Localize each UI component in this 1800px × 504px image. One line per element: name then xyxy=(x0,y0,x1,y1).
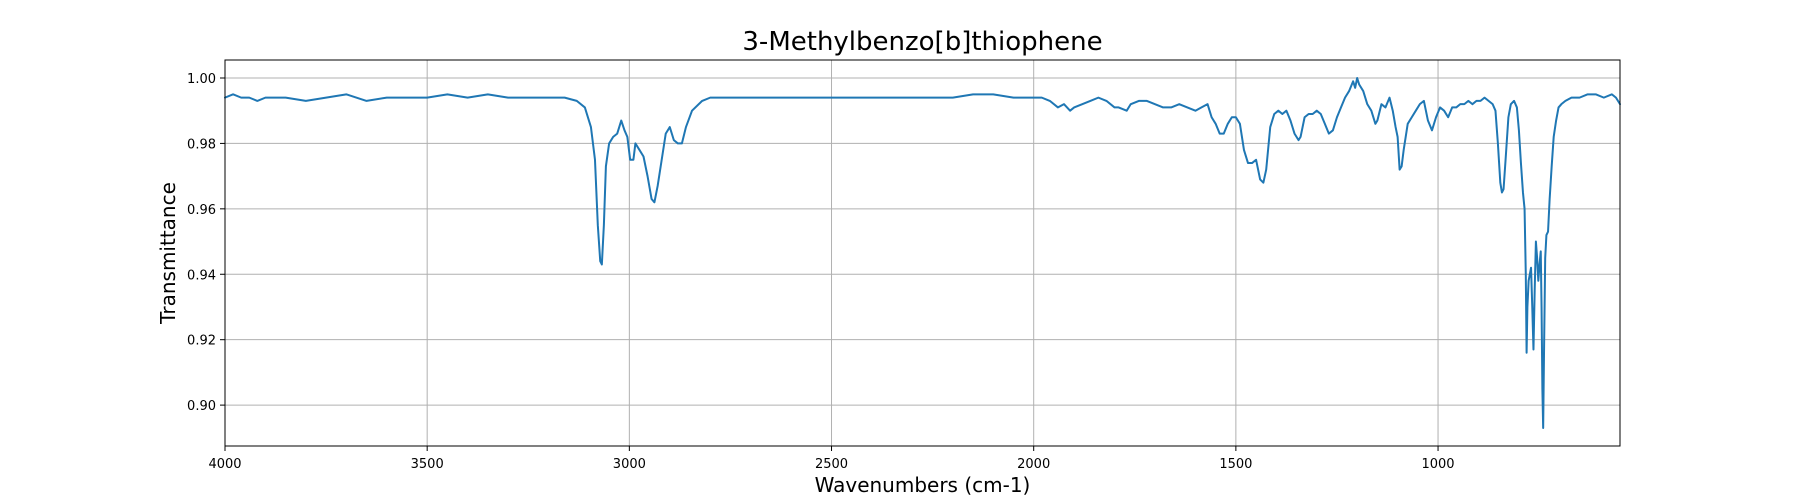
y-tick-label: 1.00 xyxy=(187,72,216,87)
plot-frame xyxy=(224,59,1621,447)
y-axis: 0.90 0.92 0.94 0.96 0.98 1.00 xyxy=(187,72,225,414)
x-tick-label: 2000 xyxy=(1017,457,1050,472)
y-tick-label: 0.98 xyxy=(187,137,216,152)
transmittance-line xyxy=(224,76,1621,430)
x-axis: 4000 3500 3000 2500 2000 1500 1000 xyxy=(208,446,1455,472)
y-axis-label: Transmittance xyxy=(156,182,180,325)
chart-title: 3-Methylbenzo[b]thiophene xyxy=(742,27,1102,57)
x-tick-label: 3000 xyxy=(613,457,646,472)
y-tick-label: 0.94 xyxy=(187,268,216,283)
x-axis-label: Wavenumbers (cm-1) xyxy=(815,473,1031,497)
series-layer xyxy=(224,76,1621,430)
y-tick-label: 0.92 xyxy=(187,334,216,349)
y-tick-label: 0.96 xyxy=(187,203,216,218)
x-tick-label: 1000 xyxy=(1421,457,1454,472)
y-tick-label: 0.90 xyxy=(187,399,216,414)
x-tick-label: 4000 xyxy=(208,457,241,472)
grid-lines xyxy=(224,60,1620,446)
x-tick-label: 3500 xyxy=(411,457,444,472)
x-tick-label: 2500 xyxy=(815,457,848,472)
x-tick-label: 1500 xyxy=(1219,457,1252,472)
